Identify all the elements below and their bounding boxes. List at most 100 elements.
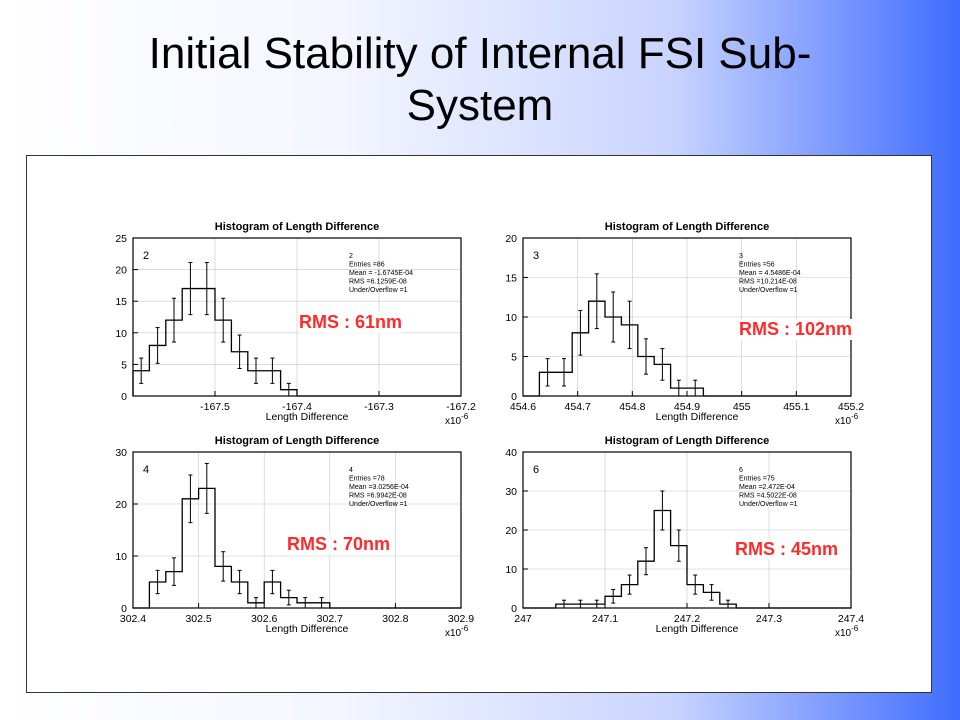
- histogram-bin: [221, 551, 226, 582]
- histogram-bin: [611, 291, 616, 343]
- histogram-bin: [270, 357, 275, 384]
- histogram-bin: [709, 584, 714, 601]
- stats-line: Entries =75: [739, 476, 775, 483]
- histogram-bin: [578, 599, 583, 609]
- stats-line: Under/Overflow =1: [739, 501, 798, 508]
- stats-line: Mean = -1.6745E-04: [349, 270, 413, 277]
- histogram-bin: [594, 273, 599, 330]
- stats-line: Entries =56: [739, 262, 775, 269]
- histogram-bin: [155, 327, 160, 364]
- y-tick-label: 20: [505, 525, 517, 537]
- x-tick-label: 247: [514, 613, 532, 625]
- slide-title: Initial Stability of Internal FSI Sub- S…: [0, 28, 960, 132]
- y-tick-label: 5: [511, 352, 517, 364]
- stats-line: Mean =2.472E-04: [739, 484, 795, 491]
- histogram-bin: [303, 597, 308, 609]
- histogram-bin: [319, 597, 324, 609]
- x-tick-label: 302.5: [185, 613, 211, 625]
- histogram-bin: [188, 474, 193, 524]
- histogram-bin: [578, 309, 583, 356]
- histogram-bin: [155, 569, 160, 595]
- histogram-bin: [286, 589, 291, 606]
- x-tick-label: 247.1: [592, 613, 618, 625]
- stats-line: RMS =4.5022E-08: [739, 493, 797, 500]
- stats-line: Entries =86: [349, 262, 385, 269]
- y-tick-label: 20: [505, 233, 517, 245]
- panel-id: 4: [143, 464, 149, 476]
- y-tick-label: 20: [115, 499, 127, 511]
- histogram-outline: [523, 300, 851, 397]
- stats-line: RMS =6.1259E-08: [349, 279, 407, 286]
- y-tick-label: 0: [511, 391, 517, 403]
- rms-note-panel-6: RMS : 45nm: [735, 539, 839, 560]
- x-tick-label: 302.9: [448, 613, 474, 625]
- stats-line: Mean = 4.5486E-04: [739, 270, 801, 277]
- histogram-title: Histogram of Length Difference: [215, 221, 379, 233]
- stats-line: RMS =10.214E-08: [739, 279, 797, 286]
- x-tick-label: 454.9: [674, 401, 700, 413]
- panel-id: 3: [533, 250, 539, 262]
- histogram-title: Histogram of Length Difference: [605, 221, 769, 233]
- histogram-bin: [545, 358, 550, 387]
- histogram-bin: [204, 262, 209, 316]
- x-tick-label: 247.2: [674, 613, 700, 625]
- stats-line: Under/Overflow =1: [349, 287, 408, 294]
- histogram-bin: [676, 379, 681, 397]
- histogram-bin: [562, 358, 566, 387]
- x-tick-label: 302.7: [317, 613, 343, 625]
- x-multiplier: x10-6: [835, 412, 859, 427]
- stats-line: Entries =78: [349, 476, 385, 483]
- histogram-bin: [221, 297, 226, 343]
- x-multiplier-exponent: -6: [851, 412, 859, 421]
- stats-line: Mean =3.0256E-04: [349, 484, 409, 491]
- x-axis-label: Length Difference: [656, 411, 739, 423]
- stats-line: 2: [349, 253, 353, 260]
- x-axis-label: Length Difference: [266, 623, 349, 635]
- x-tick-label: 455.1: [783, 401, 809, 413]
- histogram-bin: [611, 589, 616, 604]
- histogram-bin: [644, 547, 648, 576]
- x-tick-label: -167.5: [200, 401, 230, 413]
- histogram-panel-3: Histogram of Length Difference 454.6 454.7…: [505, 221, 864, 427]
- histogram-bin: [172, 297, 176, 343]
- figure-frame: Histogram of Length Difference -167.5 -167…: [26, 155, 932, 693]
- rms-note-panel-2: RMS : 61nm: [299, 312, 403, 333]
- x-multiplier: x10-6: [445, 412, 469, 427]
- y-tick-label: 5: [121, 359, 127, 371]
- stats-line: 6: [739, 467, 743, 474]
- x-multiplier-exponent: -6: [461, 412, 469, 421]
- histogram-bin: [676, 529, 681, 562]
- histogram-bin: [660, 348, 665, 381]
- histogram-bin: [644, 338, 648, 375]
- rms-note-panel-3: RMS : 102nm: [739, 319, 853, 340]
- y-tick-label: 0: [121, 603, 127, 615]
- y-tick-label: 40: [505, 447, 517, 459]
- y-tick-label: 25: [115, 233, 127, 245]
- rms-note-panel-4: RMS : 70nm: [287, 534, 391, 555]
- histogram-outline: [523, 509, 851, 609]
- y-tick-label: 20: [115, 265, 127, 277]
- stats-line: 4: [349, 467, 353, 474]
- stats-line: Under/Overflow =1: [349, 501, 408, 508]
- histogram-bin: [693, 574, 698, 595]
- x-tick-label: -167.4: [282, 401, 312, 413]
- x-tick-label: 455.2: [838, 401, 864, 413]
- histogram-bin: [270, 569, 275, 595]
- y-tick-label: 30: [505, 486, 517, 498]
- slide-title-line-2: System: [406, 81, 554, 130]
- histogram-grid: Histogram of Length Difference -167.5 -167…: [115, 221, 864, 639]
- histogram-bin: [726, 599, 730, 609]
- histogram-bin: [562, 599, 566, 609]
- y-tick-label: 10: [115, 551, 127, 563]
- y-tick-label: 0: [121, 391, 127, 403]
- x-tick-label: 302.8: [382, 613, 408, 625]
- histogram-bin: [627, 574, 632, 595]
- x-axis-label: Length Difference: [656, 623, 739, 635]
- histogram-outline: [133, 487, 461, 609]
- histogram-panel-2: Histogram of Length Difference -167.5 -167…: [115, 221, 476, 427]
- histogram-title: Histogram of Length Difference: [605, 435, 769, 447]
- x-tick-label: -167.3: [364, 401, 394, 413]
- x-tick-label: 247.3: [756, 613, 782, 625]
- histogram-bin: [660, 490, 665, 531]
- y-tick-label: 10: [505, 312, 517, 324]
